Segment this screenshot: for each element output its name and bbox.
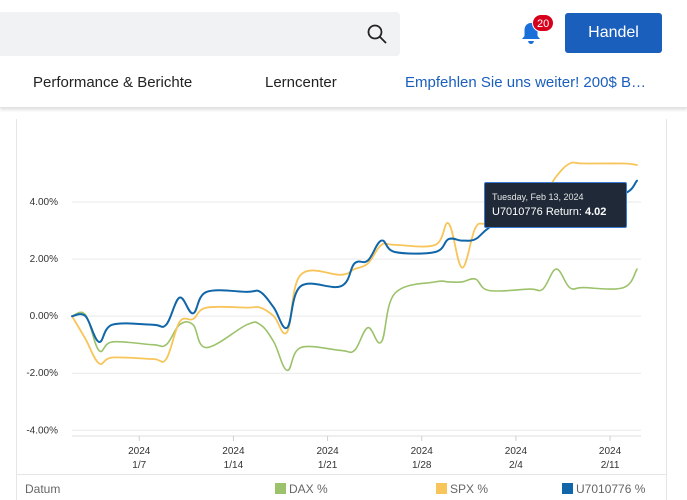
tooltip-number: 4.02 [584,206,607,218]
x-tick-year: 2024 [411,446,434,457]
y-tick-label: 4.00% [30,197,58,208]
tooltip-value: U7010776 Return: 4.02 [492,206,619,218]
search-input[interactable] [0,12,400,56]
tooltip-label: U7010776 Return: [492,206,585,218]
y-tick-label: -2.00% [26,368,58,379]
x-tick-label: 1/21 [318,460,338,471]
x-tick-year: 2024 [128,446,151,457]
top-bar: 20 Handel [0,0,687,60]
chart-legend: Datum DAX % SPX % U7010776 % [16,474,667,500]
series-line-dax[interactable] [71,268,638,372]
legend-swatch-account [562,483,573,494]
legend-swatch-spx [436,483,447,494]
legend-swatch-dax [275,483,286,494]
y-tick-label: -4.00% [26,425,58,436]
nav-item-learning-center[interactable]: Lerncenter [265,74,337,91]
legend-label-spx: SPX % [450,482,489,496]
x-tick-year: 2024 [222,446,245,457]
x-tick-year: 2024 [599,446,622,457]
x-tick-year: 2024 [316,446,339,457]
x-tick-label: 1/14 [224,460,244,471]
x-tick-label: 1/28 [412,460,432,471]
x-tick-label: 1/7 [132,460,146,471]
legend-label-account: U7010776 % [576,482,646,496]
legend-item-dax[interactable]: DAX % [275,482,328,496]
legend-item-spx[interactable]: SPX % [436,482,488,496]
nav-item-performance-reports[interactable]: Performance & Berichte [33,74,193,91]
legend-label-dax: DAX % [289,482,328,496]
trade-button[interactable]: Handel [565,13,662,53]
x-tick-label: 2/4 [509,460,523,471]
legend-item-account[interactable]: U7010776 % [562,482,645,496]
nav-item-referral[interactable]: Empfehlen Sie uns weiter! 200$ B… [405,74,646,91]
notification-badge[interactable]: 20 [532,14,555,32]
x-tick-label: 2/11 [601,460,620,471]
tooltip-date: Tuesday, Feb 13, 2024 [492,192,584,202]
chart-panel [16,119,667,500]
x-axis-label: Datum [25,482,61,496]
nav-bar: Performance & Berichte Lerncenter Empfeh… [0,60,687,108]
x-tick-year: 2024 [505,446,528,457]
search-icon[interactable] [366,23,388,45]
chart-tooltip: Tuesday, Feb 13, 2024 U7010776 Return: 4… [484,182,627,228]
y-tick-label: 0.00% [30,311,58,322]
y-tick-label: 2.00% [30,254,58,265]
